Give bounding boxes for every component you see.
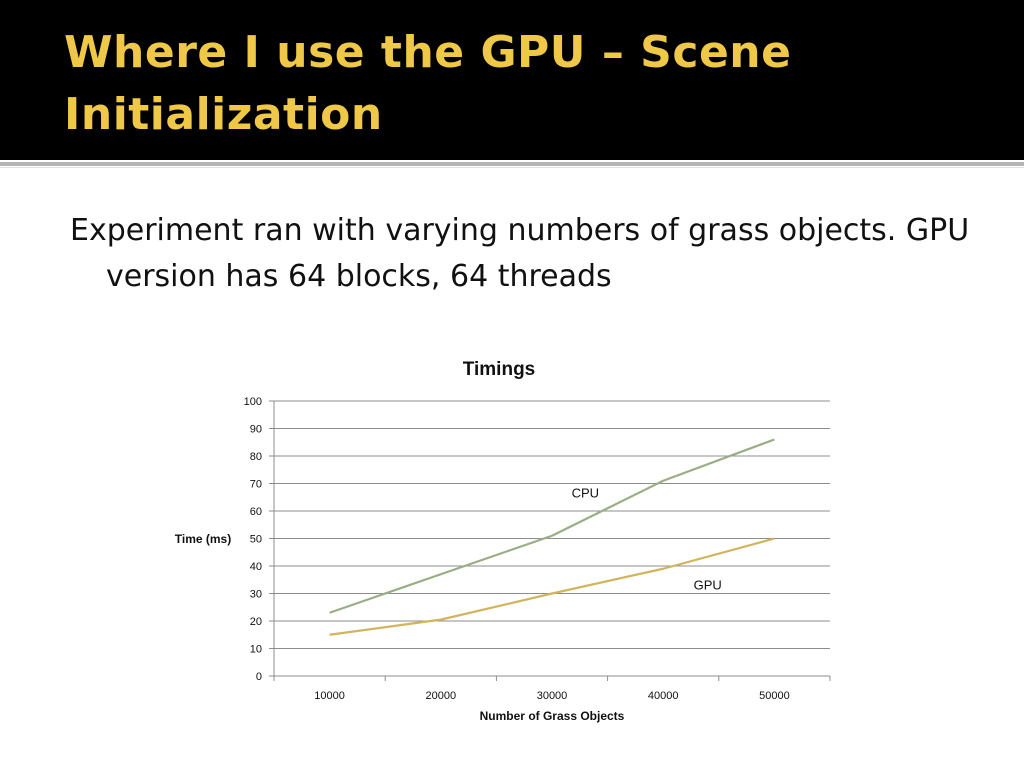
y-tick-label-10: 10 bbox=[250, 644, 262, 656]
title-divider-thin bbox=[0, 167, 1024, 168]
y-tick-label-80: 80 bbox=[250, 451, 262, 463]
title-band: Where I use the GPU – Scene Initializati… bbox=[0, 0, 1024, 160]
x-axis-title: Number of Grass Objects bbox=[480, 709, 625, 723]
x-tick-label-40000: 40000 bbox=[648, 690, 679, 702]
series-line-gpu bbox=[329, 537, 775, 636]
y-tick-label-70: 70 bbox=[250, 479, 262, 491]
series-labels: CPU GPU bbox=[572, 485, 722, 592]
x-tick-label-50000: 50000 bbox=[759, 690, 790, 702]
series-lines bbox=[329, 438, 775, 636]
y-tick-label-40: 40 bbox=[250, 561, 262, 573]
y-tick-label-0: 0 bbox=[256, 671, 262, 683]
y-tick-label-100: 100 bbox=[244, 396, 262, 408]
gridlines bbox=[274, 400, 830, 649]
slide-title: Where I use the GPU – Scene Initializati… bbox=[64, 27, 792, 140]
y-tick-label-30: 30 bbox=[250, 589, 262, 601]
bullet-text: Experiment ran with varying numbers of g… bbox=[70, 213, 970, 294]
y-tick-label-20: 20 bbox=[250, 616, 262, 628]
y-tick-label-60: 60 bbox=[250, 506, 262, 518]
y-tick-labels: 0 10 20 30 40 50 60 70 80 90 100 bbox=[244, 396, 262, 683]
y-tick-label-90: 90 bbox=[250, 424, 262, 436]
x-tick-label-20000: 20000 bbox=[426, 690, 457, 702]
y-tick-label-50: 50 bbox=[250, 534, 262, 546]
x-tick-label-30000: 30000 bbox=[537, 690, 568, 702]
series-line-cpu bbox=[329, 438, 775, 614]
axes bbox=[269, 400, 831, 681]
series-label-cpu: CPU bbox=[572, 485, 599, 500]
x-tick-labels: 10000 20000 30000 40000 50000 bbox=[314, 690, 789, 702]
title-divider bbox=[0, 162, 1024, 166]
chart-title: Timings bbox=[463, 359, 536, 380]
x-tick-label-10000: 10000 bbox=[314, 690, 345, 702]
series-label-gpu: GPU bbox=[694, 578, 722, 593]
y-axis-title: Time (ms) bbox=[175, 532, 231, 546]
